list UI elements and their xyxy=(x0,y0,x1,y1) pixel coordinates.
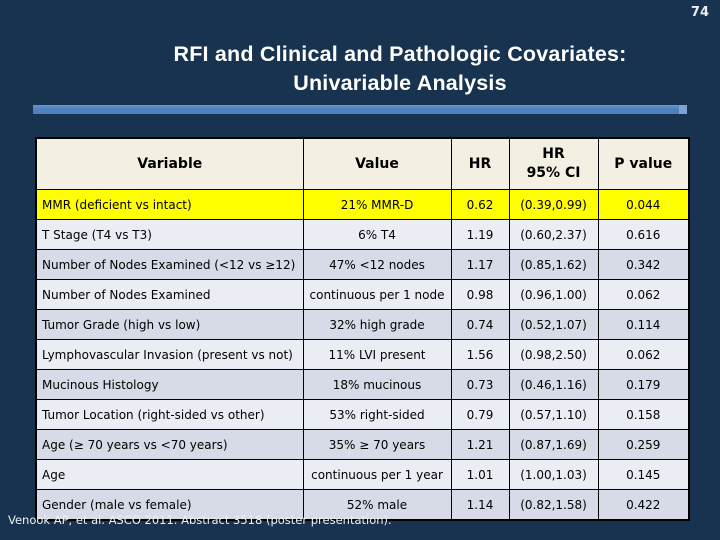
cell-ci: (0.82,1.58) xyxy=(508,489,599,521)
cell-value: 53% right-sided xyxy=(302,399,452,430)
cell-p-value: 0.342 xyxy=(597,249,690,280)
cell-p-value: 0.044 xyxy=(597,189,690,220)
cell-p-value: 0.062 xyxy=(597,279,690,310)
cell-hr: 0.79 xyxy=(450,399,510,430)
cell-value: 47% <12 nodes xyxy=(302,249,452,280)
title-underline-bar xyxy=(33,105,687,114)
cell-p-value: 0.616 xyxy=(597,219,690,250)
slide-title-line1: RFI and Clinical and Pathologic Covariat… xyxy=(173,42,627,66)
citation: Venook AP, et al. ASCO 2011. Abstract 35… xyxy=(8,513,392,527)
cell-ci: (0.87,1.69) xyxy=(508,429,599,460)
cell-ci: (0.46,1.16) xyxy=(508,369,599,400)
cell-p-value: 0.259 xyxy=(597,429,690,460)
cell-hr: 1.14 xyxy=(450,489,510,521)
cell-hr: 0.73 xyxy=(450,369,510,400)
cell-variable: Number of Nodes Examined (<12 vs ≥12) xyxy=(35,249,304,280)
title-underline-bar-cap xyxy=(679,105,687,114)
cell-ci: (0.57,1.10) xyxy=(508,399,599,430)
table-row: T Stage (T4 vs T3) 6% T4 1.19 (0.60,2.37… xyxy=(35,219,690,250)
cell-hr: 1.01 xyxy=(450,459,510,490)
cell-p-value: 0.062 xyxy=(597,339,690,370)
cell-value: 21% MMR-D xyxy=(302,189,452,220)
cell-value: 6% T4 xyxy=(302,219,452,250)
cell-hr: 0.74 xyxy=(450,309,510,340)
col-header-p-value: P value xyxy=(597,137,690,190)
col-header-hr: HR xyxy=(450,137,510,190)
cell-variable: Tumor Grade (high vs low) xyxy=(35,309,304,340)
cell-variable: Lymphovascular Invasion (present vs not) xyxy=(35,339,304,370)
cell-ci: (0.60,2.37) xyxy=(508,219,599,250)
table-row: Age (≥ 70 years vs <70 years) 35% ≥ 70 y… xyxy=(35,429,690,460)
cell-hr: 0.98 xyxy=(450,279,510,310)
col-header-hr-95ci-line2: 95% CI xyxy=(526,165,581,181)
table-row: Tumor Location (right-sided vs other) 53… xyxy=(35,399,690,430)
slide-title-line2: Univariable Analysis xyxy=(293,71,507,95)
col-header-hr-95ci-line1: HR xyxy=(542,146,565,162)
cell-variable: Gender (male vs female) xyxy=(35,489,304,521)
cell-value: 32% high grade xyxy=(302,309,452,340)
cell-variable: Age (≥ 70 years vs <70 years) xyxy=(35,429,304,460)
cell-ci: (0.96,1.00) xyxy=(508,279,599,310)
cell-hr: 1.17 xyxy=(450,249,510,280)
cell-variable: MMR (deficient vs intact) xyxy=(35,189,304,220)
cell-value: continuous per 1 year xyxy=(302,459,452,490)
cell-p-value: 0.114 xyxy=(597,309,690,340)
cell-value: 18% mucinous xyxy=(302,369,452,400)
page-number: 74 xyxy=(690,5,709,20)
cell-hr: 0.62 xyxy=(450,189,510,220)
cell-ci: (0.39,0.99) xyxy=(508,189,599,220)
cell-ci: (0.85,1.62) xyxy=(508,249,599,280)
cell-variable: Age xyxy=(35,459,304,490)
cell-hr: 1.19 xyxy=(450,219,510,250)
table-row: Number of Nodes Examined (<12 vs ≥12) 47… xyxy=(35,249,690,280)
cell-variable: T Stage (T4 vs T3) xyxy=(35,219,304,250)
cell-hr: 1.56 xyxy=(450,339,510,370)
cell-value: 11% LVI present xyxy=(302,339,452,370)
cell-ci: (0.52,1.07) xyxy=(508,309,599,340)
cell-p-value: 0.145 xyxy=(597,459,690,490)
table-row: MMR (deficient vs intact) 21% MMR-D 0.62… xyxy=(35,189,690,220)
col-header-hr-95ci: HR 95% CI xyxy=(508,137,599,190)
slide-title: RFI and Clinical and Pathologic Covariat… xyxy=(75,40,720,98)
cell-variable: Mucinous Histology xyxy=(35,369,304,400)
cell-value: 35% ≥ 70 years xyxy=(302,429,452,460)
covariates-table: Variable Value HR HR 95% CI P value MMR … xyxy=(35,137,690,521)
table-row: Mucinous Histology 18% mucinous 0.73 (0.… xyxy=(35,369,690,400)
table-row: Number of Nodes Examined continuous per … xyxy=(35,279,690,310)
cell-ci: (1.00,1.03) xyxy=(508,459,599,490)
table-row: Gender (male vs female) 52% male 1.14 (0… xyxy=(35,489,690,521)
cell-ci: (0.98,2.50) xyxy=(508,339,599,370)
cell-hr: 1.21 xyxy=(450,429,510,460)
table-header-row: Variable Value HR HR 95% CI P value xyxy=(35,137,690,190)
col-header-value: Value xyxy=(302,137,452,190)
cell-variable: Tumor Location (right-sided vs other) xyxy=(35,399,304,430)
cell-variable: Number of Nodes Examined xyxy=(35,279,304,310)
col-header-variable: Variable xyxy=(35,137,304,190)
cell-p-value: 0.422 xyxy=(597,489,690,521)
table-row: Tumor Grade (high vs low) 32% high grade… xyxy=(35,309,690,340)
cell-p-value: 0.158 xyxy=(597,399,690,430)
cell-value: continuous per 1 node xyxy=(302,279,452,310)
table-row: Age continuous per 1 year 1.01 (1.00,1.0… xyxy=(35,459,690,490)
table-row: Lymphovascular Invasion (present vs not)… xyxy=(35,339,690,370)
cell-p-value: 0.179 xyxy=(597,369,690,400)
